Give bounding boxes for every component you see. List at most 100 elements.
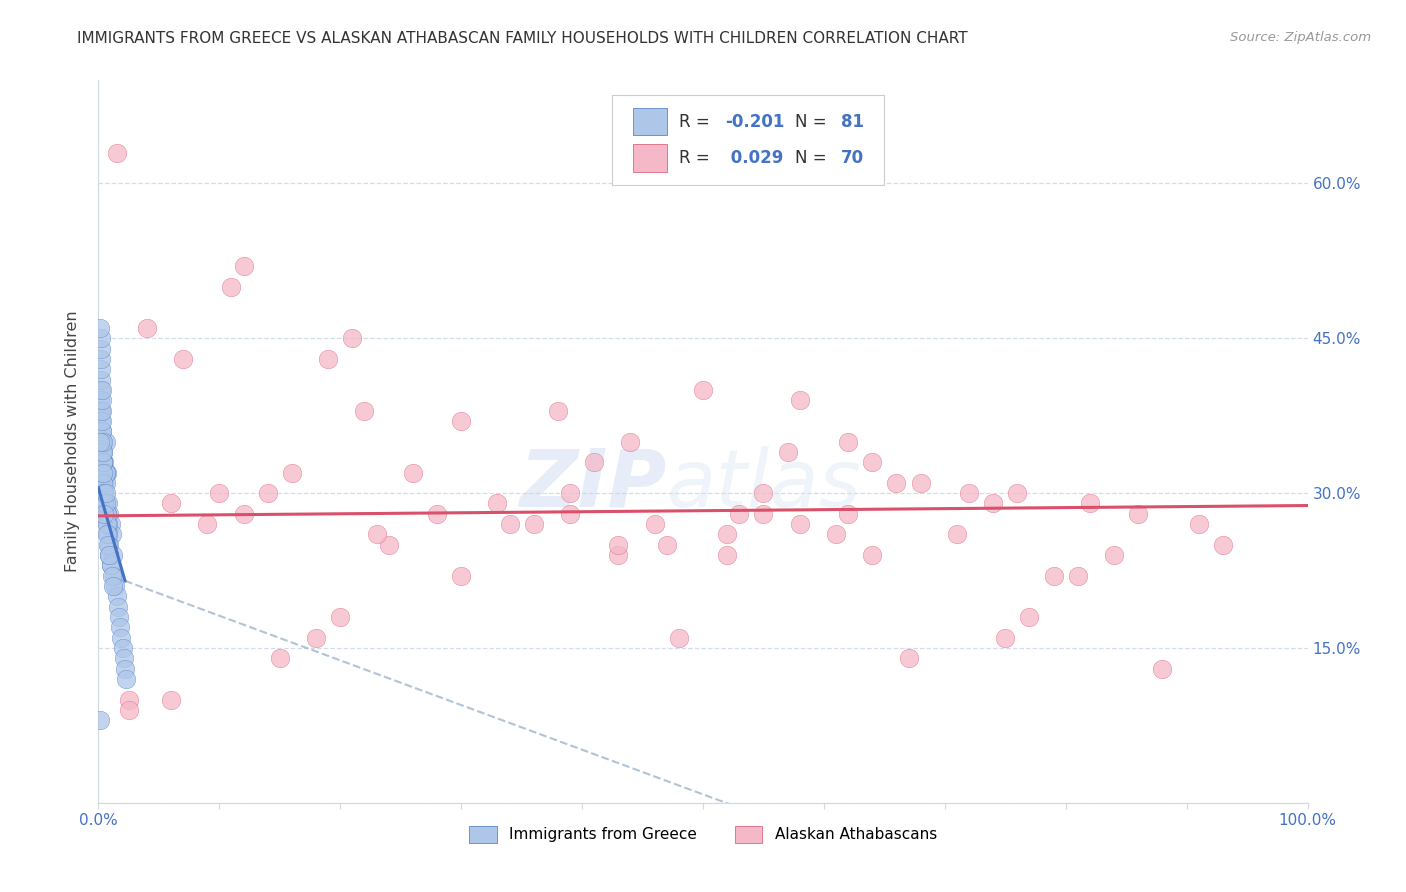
Point <box>89 393 111 408</box>
Point <box>91 486 114 500</box>
Point <box>91 466 114 480</box>
Point <box>93 455 115 469</box>
Point <box>93 496 115 510</box>
Point <box>558 507 581 521</box>
Point <box>91 383 114 397</box>
Point <box>655 538 678 552</box>
Text: 0.029: 0.029 <box>724 149 783 167</box>
Point <box>101 579 124 593</box>
Point <box>111 640 134 655</box>
Point <box>94 466 117 480</box>
Point <box>1212 538 1234 552</box>
Point <box>668 631 690 645</box>
Point <box>89 434 111 449</box>
Point <box>96 466 118 480</box>
Text: R =: R = <box>679 149 714 167</box>
Point <box>523 517 546 532</box>
Text: -0.201: -0.201 <box>724 112 785 130</box>
FancyBboxPatch shape <box>613 95 884 185</box>
Point <box>105 590 128 604</box>
Point <box>752 507 775 521</box>
Point <box>837 434 859 449</box>
Point <box>353 403 375 417</box>
Point <box>90 403 112 417</box>
Point <box>96 517 118 532</box>
Point <box>114 662 136 676</box>
Point <box>91 455 114 469</box>
Point <box>118 692 141 706</box>
Text: N =: N = <box>794 112 832 130</box>
Point <box>94 434 117 449</box>
Point <box>91 434 114 449</box>
Point <box>100 568 122 582</box>
Point <box>716 527 738 541</box>
Point <box>91 445 114 459</box>
FancyBboxPatch shape <box>633 145 666 172</box>
Point <box>94 466 117 480</box>
Point <box>91 475 114 490</box>
Point <box>91 403 114 417</box>
Point <box>716 548 738 562</box>
Point <box>91 434 114 449</box>
Point <box>91 424 114 438</box>
Point <box>897 651 920 665</box>
Text: 81: 81 <box>841 112 863 130</box>
Point <box>957 486 980 500</box>
Point <box>90 383 112 397</box>
Point <box>91 466 114 480</box>
Point <box>195 517 218 532</box>
Point <box>97 538 120 552</box>
Point <box>91 445 114 459</box>
Point <box>91 434 114 449</box>
Point <box>281 466 304 480</box>
Point <box>172 351 194 366</box>
Point <box>94 486 117 500</box>
Point <box>547 403 569 417</box>
Point <box>450 568 472 582</box>
Point <box>89 424 111 438</box>
Point <box>607 548 630 562</box>
Point <box>160 692 183 706</box>
Point <box>91 475 114 490</box>
Point <box>94 496 117 510</box>
Point <box>90 351 112 366</box>
Point <box>91 414 114 428</box>
Point <box>115 672 138 686</box>
Point <box>329 610 352 624</box>
Point <box>100 558 122 573</box>
Point <box>728 507 751 521</box>
Text: IMMIGRANTS FROM GREECE VS ALASKAN ATHABASCAN FAMILY HOUSEHOLDS WITH CHILDREN COR: IMMIGRANTS FROM GREECE VS ALASKAN ATHABA… <box>77 31 967 46</box>
Text: 70: 70 <box>841 149 863 167</box>
Point <box>103 568 125 582</box>
Point <box>305 631 328 645</box>
Point <box>91 455 114 469</box>
Point <box>789 393 811 408</box>
Point <box>89 321 111 335</box>
Point <box>90 362 112 376</box>
Point <box>208 486 231 500</box>
Point <box>91 445 114 459</box>
Point <box>98 507 121 521</box>
Point <box>112 651 135 665</box>
Point <box>96 507 118 521</box>
Point <box>100 527 122 541</box>
Point <box>377 538 399 552</box>
Point <box>108 610 131 624</box>
Point <box>98 548 121 562</box>
Point <box>256 486 278 500</box>
Point <box>692 383 714 397</box>
Point <box>342 331 364 345</box>
Legend: Immigrants from Greece, Alaskan Athabascans: Immigrants from Greece, Alaskan Athabasc… <box>463 820 943 849</box>
Point <box>93 486 115 500</box>
Point <box>90 342 112 356</box>
Point <box>91 445 114 459</box>
Point <box>789 517 811 532</box>
FancyBboxPatch shape <box>633 108 666 136</box>
Point <box>1128 507 1150 521</box>
Point <box>97 517 120 532</box>
Point <box>946 527 969 541</box>
Point <box>97 496 120 510</box>
Text: R =: R = <box>679 112 714 130</box>
Point <box>110 631 132 645</box>
Point <box>90 403 112 417</box>
